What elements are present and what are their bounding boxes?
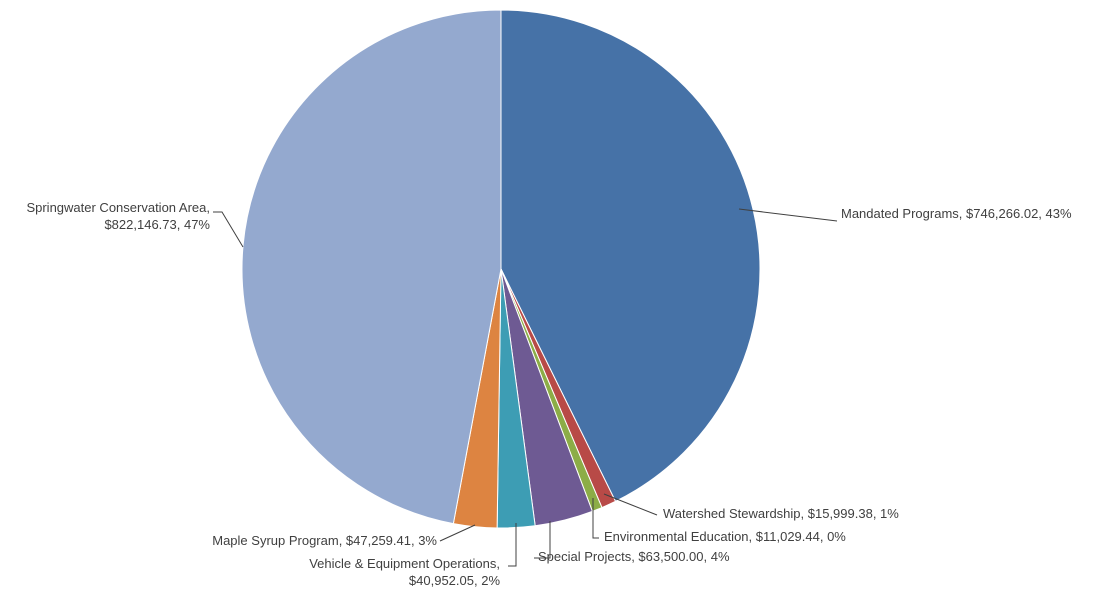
leader-line-springwater-conservation-area <box>213 211 244 248</box>
leader-line-vehicle-and-equipment-operations <box>508 523 517 567</box>
data-label-mandated-programs: Mandated Programs, $746,266.02, 43% <box>841 206 1072 221</box>
leader-line-maple-syrup-program <box>439 524 476 542</box>
data-label-environmental-education: Environmental Education, $11,029.44, 0% <box>604 529 846 544</box>
leader-line-watershed-stewardship <box>603 493 658 516</box>
leader-line-mandated-programs <box>738 208 838 222</box>
pie-slice-springwater-conservation-area <box>241 9 502 525</box>
leader-line-environmental-education <box>592 498 599 539</box>
data-label-watershed-stewardship: Watershed Stewardship, $15,999.38, 1% <box>663 506 899 521</box>
data-label-special-projects: Special Projects, $63,500.00, 4% <box>538 549 730 564</box>
data-labels: Mandated Programs, $746,266.02, 43% Water… <box>26 200 1072 588</box>
pie-slices <box>241 9 761 529</box>
pie-slice-mandated-programs <box>500 9 761 502</box>
data-label-maple-syrup-program: Maple Syrup Program, $47,259.41, 3% <box>212 533 437 548</box>
data-label-springwater-conservation-area: Springwater Conservation Area, $822,146.7… <box>26 200 210 232</box>
leader-lines <box>213 208 838 567</box>
leader-line-special-projects <box>534 521 551 559</box>
data-label-vehicle-and-equipment-operations: Vehicle & Equipment Operations, $40,952.0… <box>309 556 500 588</box>
